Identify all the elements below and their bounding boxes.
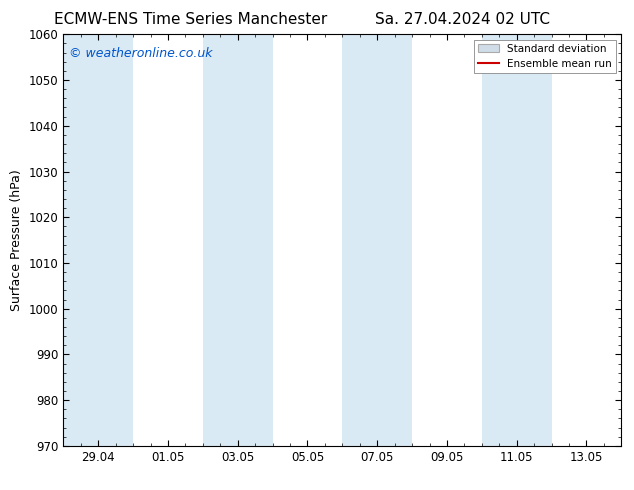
Bar <box>482 34 552 446</box>
Bar <box>203 34 273 446</box>
Text: ECMW-ENS Time Series Manchester: ECMW-ENS Time Series Manchester <box>54 12 327 27</box>
Y-axis label: Surface Pressure (hPa): Surface Pressure (hPa) <box>10 169 23 311</box>
Bar <box>342 34 412 446</box>
Legend: Standard deviation, Ensemble mean run: Standard deviation, Ensemble mean run <box>474 40 616 73</box>
Text: © weatheronline.co.uk: © weatheronline.co.uk <box>69 47 212 60</box>
Text: Sa. 27.04.2024 02 UTC: Sa. 27.04.2024 02 UTC <box>375 12 550 27</box>
Bar <box>63 34 133 446</box>
